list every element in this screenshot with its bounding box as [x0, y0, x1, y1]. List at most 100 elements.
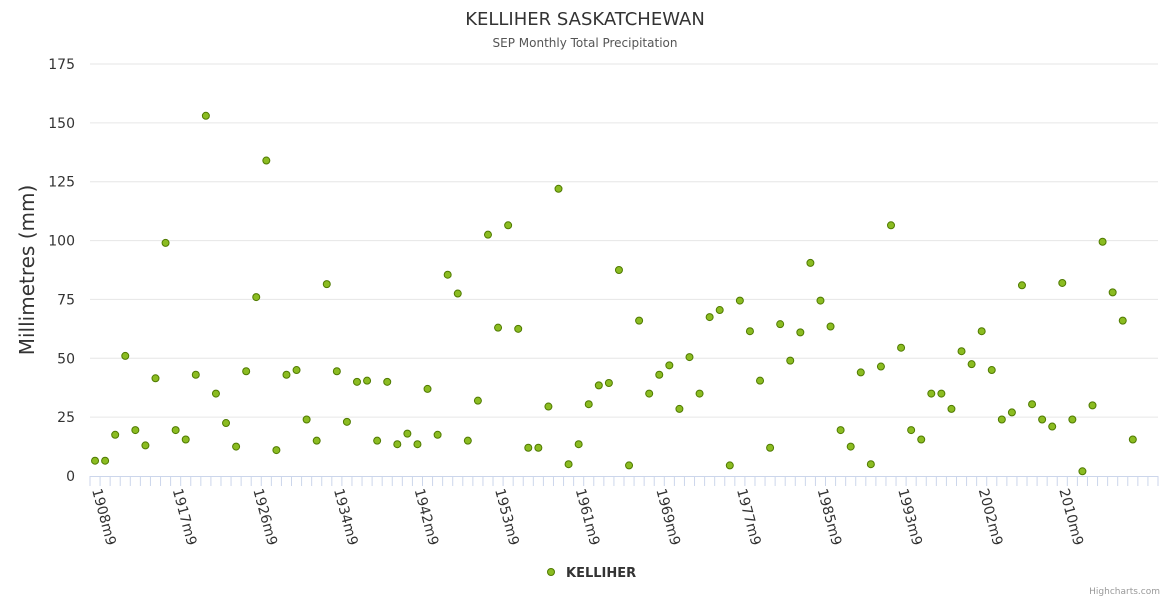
data-point[interactable] — [745, 327, 754, 336]
data-point[interactable] — [433, 430, 442, 439]
data-point[interactable] — [836, 426, 845, 435]
data-point[interactable] — [947, 404, 956, 413]
data-point[interactable] — [171, 426, 180, 435]
data-point[interactable] — [887, 221, 895, 230]
data-point[interactable] — [262, 156, 271, 165]
data-point[interactable] — [1108, 288, 1117, 297]
data-point[interactable] — [735, 296, 744, 305]
data-point[interactable] — [786, 356, 795, 365]
data-point[interactable] — [211, 389, 220, 398]
data-point[interactable] — [1038, 415, 1047, 424]
data-point[interactable] — [363, 376, 372, 385]
data-point[interactable] — [1118, 316, 1127, 325]
data-point[interactable] — [866, 460, 875, 469]
data-point[interactable] — [584, 400, 593, 409]
data-point[interactable] — [131, 426, 140, 435]
data-point[interactable] — [554, 184, 563, 193]
data-point[interactable] — [121, 351, 130, 360]
data-point[interactable] — [544, 402, 553, 411]
data-point[interactable] — [453, 289, 462, 298]
data-point[interactable] — [1098, 237, 1107, 246]
data-point[interactable] — [332, 367, 341, 376]
data-point[interactable] — [715, 306, 724, 315]
data-point[interactable] — [604, 379, 613, 388]
data-point[interactable] — [282, 370, 291, 379]
data-point[interactable] — [645, 389, 654, 398]
data-point[interactable] — [897, 343, 906, 352]
data-point[interactable] — [614, 266, 623, 274]
data-point[interactable] — [161, 238, 170, 247]
data-point[interactable] — [483, 230, 492, 239]
data-point[interactable] — [473, 396, 482, 405]
data-point[interactable] — [463, 436, 472, 445]
data-point[interactable] — [393, 440, 402, 449]
data-point[interactable] — [665, 361, 674, 370]
data-point[interactable] — [534, 443, 543, 452]
data-point[interactable] — [524, 443, 533, 452]
data-point[interactable] — [695, 389, 704, 398]
data-point[interactable] — [826, 322, 835, 331]
data-point[interactable] — [342, 417, 351, 426]
data-point[interactable] — [322, 280, 331, 289]
data-points[interactable] — [91, 111, 1137, 476]
credits-link[interactable]: Highcharts.com — [1089, 587, 1160, 597]
data-point[interactable] — [655, 370, 664, 379]
data-point[interactable] — [312, 436, 321, 445]
data-point[interactable] — [1088, 401, 1097, 410]
data-point[interactable] — [1068, 415, 1077, 424]
data-point[interactable] — [997, 415, 1006, 424]
data-point[interactable] — [151, 374, 160, 383]
data-point[interactable] — [1048, 422, 1057, 431]
data-point[interactable] — [816, 296, 825, 305]
data-point[interactable] — [403, 429, 412, 438]
data-point[interactable] — [222, 419, 231, 428]
data-point[interactable] — [272, 446, 281, 455]
data-point[interactable] — [252, 293, 261, 302]
data-point[interactable] — [101, 456, 110, 465]
data-point[interactable] — [111, 430, 120, 439]
data-point[interactable] — [846, 442, 855, 451]
data-point[interactable] — [967, 360, 976, 369]
data-point[interactable] — [504, 221, 513, 230]
data-point[interactable] — [242, 367, 251, 376]
legend[interactable]: KELLIHER — [547, 566, 637, 581]
data-point[interactable] — [1007, 408, 1016, 417]
data-point[interactable] — [1078, 467, 1087, 476]
data-point[interactable] — [725, 461, 734, 470]
data-point[interactable] — [141, 441, 150, 450]
legend-item-kelliher[interactable]: KELLIHER — [566, 566, 636, 581]
data-point[interactable] — [907, 426, 916, 435]
data-point[interactable] — [91, 456, 100, 465]
data-point[interactable] — [957, 347, 966, 356]
data-point[interactable] — [796, 328, 805, 337]
data-point[interactable] — [876, 362, 885, 371]
data-point[interactable] — [635, 316, 644, 325]
data-point[interactable] — [443, 270, 452, 279]
data-point[interactable] — [191, 370, 200, 379]
data-point[interactable] — [675, 404, 684, 413]
data-point[interactable] — [987, 366, 996, 375]
data-point[interactable] — [856, 368, 865, 377]
data-point[interactable] — [423, 384, 432, 393]
data-point[interactable] — [685, 353, 694, 362]
data-point[interactable] — [373, 436, 382, 445]
data-point[interactable] — [756, 376, 765, 385]
data-point[interactable] — [806, 258, 815, 267]
data-point[interactable] — [514, 324, 523, 333]
data-point[interactable] — [977, 327, 986, 336]
data-point[interactable] — [574, 440, 583, 449]
data-point[interactable] — [564, 460, 573, 469]
data-point[interactable] — [776, 320, 785, 329]
data-point[interactable] — [1128, 435, 1137, 444]
data-point[interactable] — [625, 461, 634, 470]
data-point[interactable] — [302, 415, 311, 424]
data-point[interactable] — [292, 366, 301, 375]
data-point[interactable] — [594, 381, 603, 390]
data-point[interactable] — [353, 377, 361, 386]
data-point[interactable] — [917, 435, 926, 444]
data-point[interactable] — [1028, 400, 1037, 409]
data-point[interactable] — [181, 435, 190, 444]
data-point[interactable] — [1058, 278, 1067, 287]
data-point[interactable] — [937, 389, 946, 398]
data-point[interactable] — [383, 377, 392, 386]
